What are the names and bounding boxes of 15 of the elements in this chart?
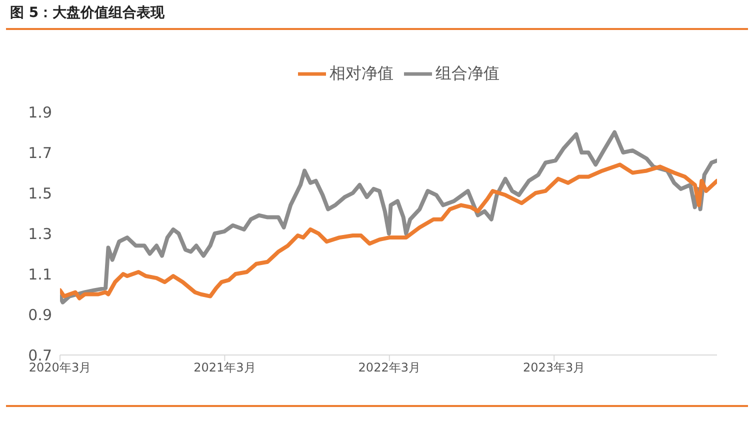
y-tick-label: 1.7 [28,144,52,162]
x-tick-label: 2021年3月 [194,360,256,375]
chart-title: 图 5：大盘价值组合表现 [10,4,165,22]
y-tick-label: 0.9 [28,306,52,324]
y-tick-label: 1.1 [28,265,52,284]
y-tick-label: 1.9 [28,103,52,122]
x-tick-label: 2023年3月 [523,360,586,375]
line-series [60,162,717,300]
line-series [60,130,717,304]
legend-label: 相对净值 [330,63,394,82]
legend-label: 组合净值 [436,63,500,82]
x-tick-label: 2020年3月 [28,360,92,375]
y-tick-label: 1.5 [28,184,52,202]
y-tick-label: 1.3 [28,224,52,243]
x-tick-label: 2022年3月 [358,360,420,375]
